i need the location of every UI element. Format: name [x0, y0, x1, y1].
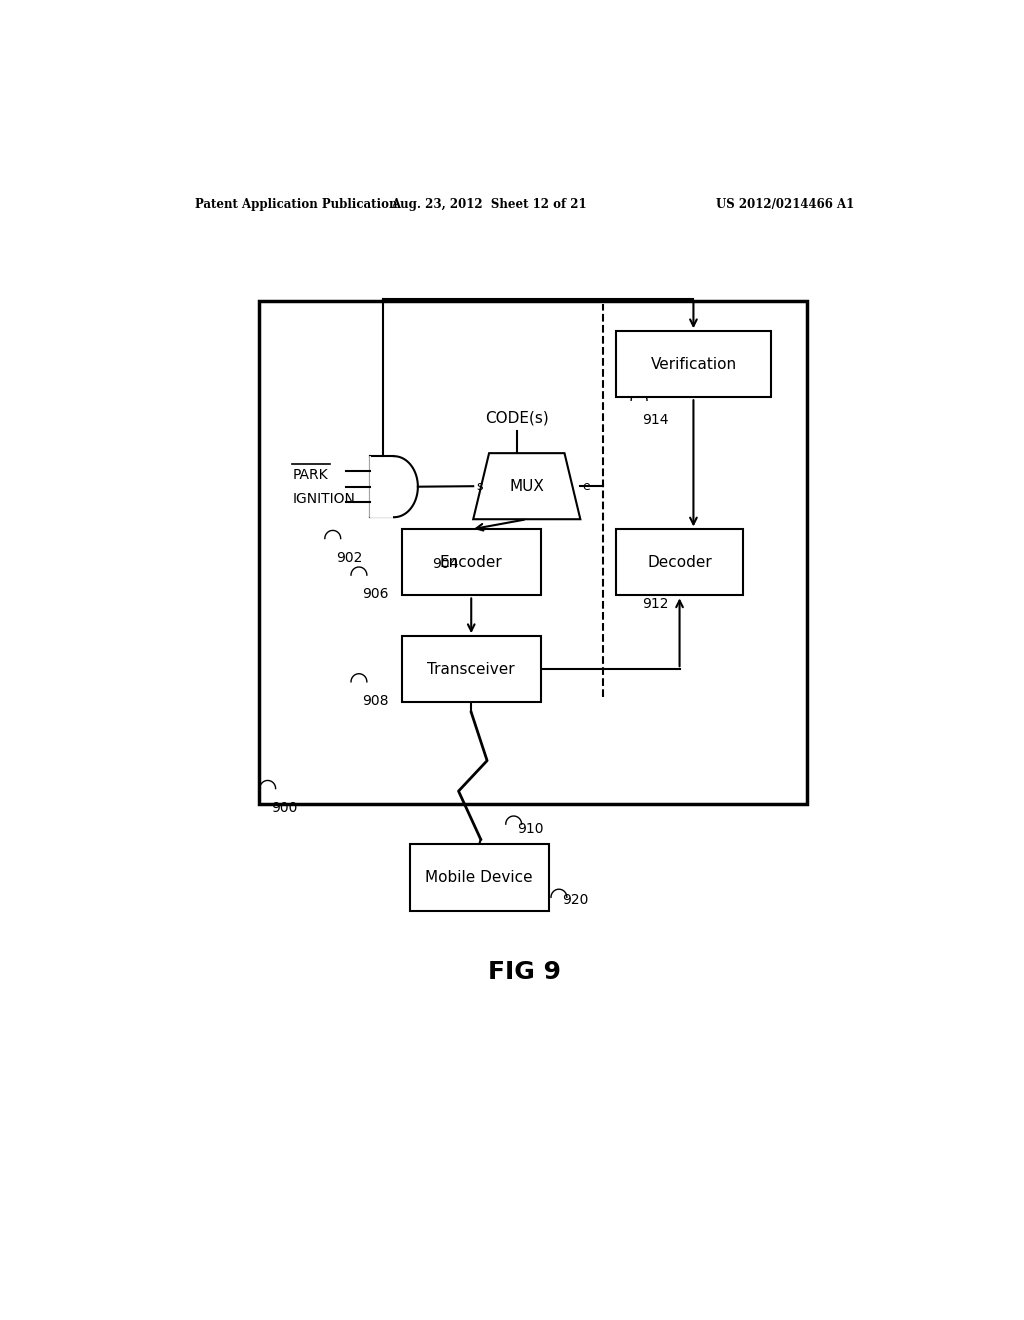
Text: FIG 9: FIG 9: [488, 960, 561, 983]
Polygon shape: [473, 453, 581, 519]
Bar: [616, 331, 771, 397]
Text: 914: 914: [642, 412, 669, 426]
Bar: [616, 529, 743, 595]
Bar: [401, 529, 541, 595]
Text: Patent Application Publication: Patent Application Publication: [196, 198, 398, 211]
Bar: [259, 301, 807, 804]
Text: 908: 908: [362, 694, 389, 708]
Text: 900: 900: [270, 801, 297, 814]
Text: Encoder: Encoder: [440, 554, 503, 570]
Text: 904: 904: [432, 557, 459, 570]
Bar: [410, 845, 549, 911]
Text: s: s: [476, 479, 483, 492]
Text: 920: 920: [562, 894, 589, 907]
Text: PARK: PARK: [292, 467, 328, 482]
Text: Transceiver: Transceiver: [427, 661, 515, 677]
Text: Mobile Device: Mobile Device: [425, 870, 532, 884]
Text: IGNITION: IGNITION: [292, 492, 355, 506]
Text: CODE(s): CODE(s): [485, 411, 549, 425]
Text: MUX: MUX: [509, 479, 544, 494]
Text: 906: 906: [362, 587, 389, 602]
Polygon shape: [370, 457, 418, 517]
Text: Verification: Verification: [650, 356, 736, 372]
Text: US 2012/0214466 A1: US 2012/0214466 A1: [716, 198, 854, 211]
Text: e: e: [583, 479, 591, 492]
Text: Decoder: Decoder: [647, 554, 712, 570]
Text: Aug. 23, 2012  Sheet 12 of 21: Aug. 23, 2012 Sheet 12 of 21: [391, 198, 587, 211]
Bar: [401, 636, 541, 702]
Text: 910: 910: [517, 822, 544, 837]
Text: 912: 912: [642, 598, 669, 611]
Text: 902: 902: [336, 550, 362, 565]
